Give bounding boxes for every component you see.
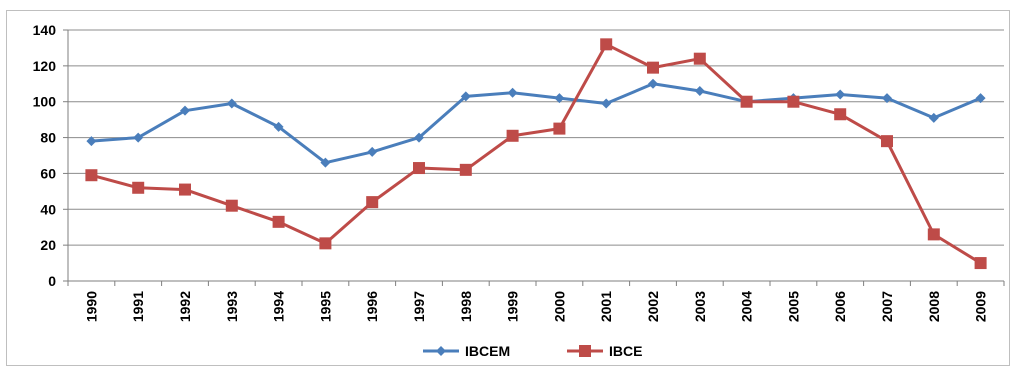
data-point-ibce xyxy=(179,183,191,196)
y-tick-label: 120 xyxy=(33,58,57,74)
data-point-ibcem xyxy=(507,87,518,98)
x-tick-label: 2006 xyxy=(832,291,848,322)
legend-label: IBCE xyxy=(609,343,642,359)
data-point-ibcem xyxy=(882,93,892,104)
data-point-ibce xyxy=(459,163,472,176)
x-tick-label: 2004 xyxy=(739,291,755,322)
data-point-ibcem xyxy=(273,121,284,132)
series-ibcem xyxy=(86,78,986,168)
data-point-ibce xyxy=(85,169,98,182)
data-point-ibce xyxy=(132,181,145,194)
legend-marker xyxy=(579,345,591,357)
gridlines xyxy=(68,29,1004,246)
x-tick-label: 1991 xyxy=(130,291,146,322)
x-tick-label: 1990 xyxy=(83,291,99,322)
data-point-ibcem xyxy=(86,136,97,147)
data-point-ibce xyxy=(366,196,379,209)
data-point-ibcem xyxy=(367,146,378,157)
x-tick-label: 1999 xyxy=(505,291,521,322)
data-point-ibcem xyxy=(320,157,331,168)
x-tick-label: 2007 xyxy=(879,291,895,322)
axes xyxy=(67,30,1004,282)
data-point-ibce xyxy=(553,122,566,135)
y-tick-label: 60 xyxy=(40,165,56,181)
y-tick-label: 20 xyxy=(40,237,56,253)
legend-marker xyxy=(436,346,446,356)
data-point-ibce xyxy=(834,108,847,121)
x-tick-label: 2001 xyxy=(598,291,614,322)
x-tick-label: 1995 xyxy=(317,291,333,322)
series-ibce xyxy=(85,38,987,270)
data-point-ibcem xyxy=(601,98,612,109)
data-point-ibcem xyxy=(928,112,939,123)
data-point-ibce xyxy=(647,61,659,74)
data-point-ibce xyxy=(740,95,753,108)
x-tick-label: 2002 xyxy=(645,291,661,322)
data-point-ibcem xyxy=(414,132,424,143)
x-tick-label: 2003 xyxy=(692,291,708,322)
x-tick-label: 1997 xyxy=(411,291,427,322)
data-point-ibcem xyxy=(835,89,846,100)
data-point-ibcem xyxy=(226,98,237,109)
data-point-ibce xyxy=(272,215,285,228)
x-tick-label: 1998 xyxy=(458,291,474,322)
data-point-ibcem xyxy=(460,91,471,102)
data-point-ibce xyxy=(927,228,940,241)
legend-item-ibcem: IBCEM xyxy=(423,343,510,359)
data-point-ibce xyxy=(974,257,987,270)
data-point-ibcem xyxy=(180,105,190,116)
x-tick-label: 1993 xyxy=(224,291,240,322)
series-layer xyxy=(85,38,987,270)
legend-label: IBCEM xyxy=(465,343,510,359)
y-tick-label: 80 xyxy=(40,130,56,146)
data-point-ibce xyxy=(881,135,893,148)
y-tick-label: 0 xyxy=(48,273,56,289)
series-line-ibce xyxy=(91,42,982,265)
x-tick-label: 1992 xyxy=(177,291,193,322)
data-point-ibce xyxy=(787,95,800,108)
data-point-ibcem xyxy=(975,93,986,104)
y-axis-ticks: 0 20 40 60 80 100 120 140 xyxy=(33,22,68,289)
x-tick-label: 2000 xyxy=(551,291,567,322)
data-point-ibce xyxy=(693,52,706,65)
data-point-ibcem xyxy=(694,85,705,96)
data-point-ibcem xyxy=(554,93,565,104)
data-point-ibcem xyxy=(133,132,144,143)
data-point-ibce xyxy=(413,162,425,175)
series-line-ibcem xyxy=(91,82,982,165)
x-tick-label: 1994 xyxy=(271,291,287,322)
x-tick-label: 2005 xyxy=(785,291,801,322)
data-point-ibce xyxy=(506,129,519,142)
data-point-ibce xyxy=(225,199,238,212)
x-tick-label: 2009 xyxy=(973,291,989,322)
data-point-ibce xyxy=(600,38,613,51)
x-tick-label: 2008 xyxy=(926,291,942,322)
data-point-ibce xyxy=(319,237,332,250)
legend-item-ibce: IBCE xyxy=(567,343,642,359)
y-tick-label: 100 xyxy=(33,94,57,110)
x-tick-label: 1996 xyxy=(364,291,380,322)
data-point-ibcem xyxy=(648,78,658,89)
y-tick-label: 40 xyxy=(40,201,56,217)
x-axis-ticks: 1990 1991 1992 1993 1994 1995 1996 1997 1998 1999… xyxy=(67,281,1005,322)
legend: IBCEM IBCE xyxy=(423,343,642,359)
y-tick-label: 140 xyxy=(33,22,57,38)
